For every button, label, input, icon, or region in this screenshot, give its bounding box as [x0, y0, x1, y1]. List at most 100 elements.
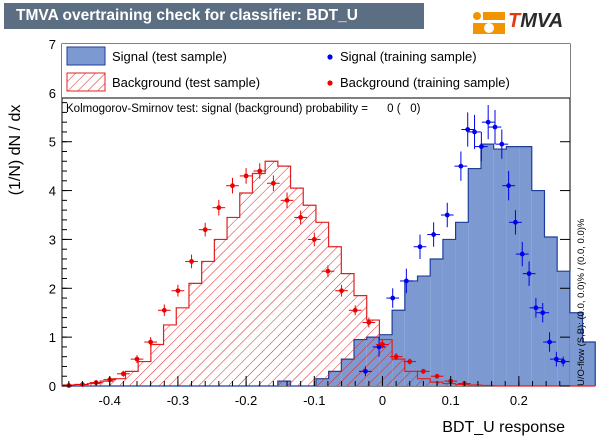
background-training-point: [393, 354, 399, 360]
background-training-point: [352, 307, 358, 313]
background-training-point: [202, 227, 208, 233]
background-training-point: [120, 371, 126, 377]
background-test-bin: [188, 283, 202, 386]
signal-training-point: [506, 183, 512, 189]
y-tick-label: 0: [49, 379, 56, 394]
background-training-point: [216, 205, 222, 211]
signal-training-point: [485, 119, 491, 125]
background-training-point: [270, 180, 276, 186]
background-training-point: [339, 288, 344, 294]
signal-test-bin: [582, 342, 596, 386]
signal-test-bin: [531, 190, 545, 386]
y-tick-label: 5: [49, 135, 56, 150]
title-bar: TMVA overtraining check for classifier: …: [4, 3, 424, 29]
background-test-bin: [163, 324, 177, 386]
background-test-bin: [239, 193, 253, 386]
signal-test-bin: [569, 312, 583, 386]
background-test-bin: [328, 246, 342, 386]
signal-training-point: [526, 271, 532, 277]
x-tick-label: -0.2: [235, 393, 257, 408]
background-test-bin: [404, 371, 418, 386]
overflow-text: U/O-flow (S,B): (0.0, 0.0)% / (0.0, 0.0)…: [576, 218, 587, 386]
y-tick-label: 6: [49, 86, 56, 101]
background-test-bin: [265, 161, 278, 386]
x-tick-label: -0.4: [99, 393, 121, 408]
legend-signal-test-label: Signal (test sample): [112, 49, 227, 64]
signal-training-point: [560, 359, 566, 364]
background-training-point: [325, 268, 331, 274]
background-training-point: [407, 359, 413, 364]
legend: Signal (test sample) Background (test sa…: [66, 46, 510, 92]
background-training-point: [243, 173, 249, 179]
signal-training-markers: [359, 105, 570, 377]
background-test-bin: [227, 217, 240, 386]
x-tick-label: 0.1: [442, 393, 460, 408]
background-test-bin: [100, 381, 113, 386]
background-test-bin: [150, 344, 164, 386]
background-test-bin: [341, 273, 355, 386]
background-training-point: [380, 342, 385, 347]
tmva-logo-icon: [473, 12, 505, 34]
signal-training-point: [444, 212, 450, 218]
y-tick-label: 3: [49, 232, 56, 247]
background-test-bin: [112, 378, 126, 386]
signal-test-bin: [493, 149, 507, 386]
background-test-bin: [392, 359, 405, 386]
tmva-logo: TMVA: [468, 7, 578, 37]
legend-signal-training-marker: [327, 54, 333, 60]
background-test-bin: [354, 295, 367, 386]
signal-training-point: [390, 295, 396, 301]
signal-test-bin: [417, 276, 431, 386]
legend-background-test-swatch: [66, 72, 106, 92]
legend-background-test-label: Background (test sample): [112, 75, 260, 90]
background-training-point: [311, 237, 317, 242]
legend-background: [62, 44, 570, 98]
signal-training-point: [363, 368, 368, 374]
signal-training-point: [540, 310, 546, 316]
signal-training-point: [431, 232, 437, 237]
background-test-bin: [214, 239, 228, 386]
y-tick-label: 2: [49, 281, 56, 296]
ks-test-text: Kolmogorov-Smirnov test: signal (backgro…: [66, 103, 421, 115]
signal-training-point: [553, 356, 559, 362]
background-training-point: [420, 368, 426, 374]
signal-training-point: [499, 141, 505, 147]
legend-background-training-marker: [327, 80, 333, 86]
signal-test-bin: [430, 258, 443, 386]
background-test-bin: [455, 384, 469, 386]
x-tick-label: 0: [379, 393, 386, 408]
background-test-bin: [138, 361, 151, 386]
background-test-bin: [303, 205, 316, 386]
signal-test-bin: [557, 271, 570, 386]
y-tick-label: 7: [49, 37, 56, 52]
background-test-bin: [315, 222, 329, 386]
background-training-point: [366, 320, 372, 325]
signal-test-bin: [519, 146, 532, 386]
signal-training-point: [513, 219, 518, 225]
signal-test-bin: [468, 168, 481, 386]
y-tick-label: 4: [49, 184, 56, 199]
background-test-bin: [277, 166, 291, 386]
background-training-point: [284, 197, 290, 203]
background-training-point: [161, 307, 167, 313]
y-tick-label: 1: [49, 330, 56, 345]
signal-training-point: [417, 244, 423, 250]
x-tick-label: 0.2: [510, 393, 528, 408]
signal-training-point: [519, 251, 525, 257]
background-training-point: [257, 168, 263, 174]
x-axis-title: BDT_U response: [442, 419, 565, 436]
background-training-point: [189, 259, 194, 264]
background-test-bin: [176, 307, 189, 386]
signal-training-point: [458, 163, 464, 169]
background-training-point: [230, 183, 235, 189]
background-test-bin: [252, 173, 266, 386]
chart-title: TMVA overtraining check for classifier: …: [16, 7, 358, 24]
background-test-bin: [201, 261, 215, 386]
background-training-point: [175, 288, 181, 294]
signal-test-bin: [544, 236, 558, 386]
background-test-bin: [379, 339, 393, 386]
signal-training-point: [492, 124, 498, 130]
signal-training-point: [465, 127, 471, 132]
signal-training-point: [533, 305, 539, 311]
